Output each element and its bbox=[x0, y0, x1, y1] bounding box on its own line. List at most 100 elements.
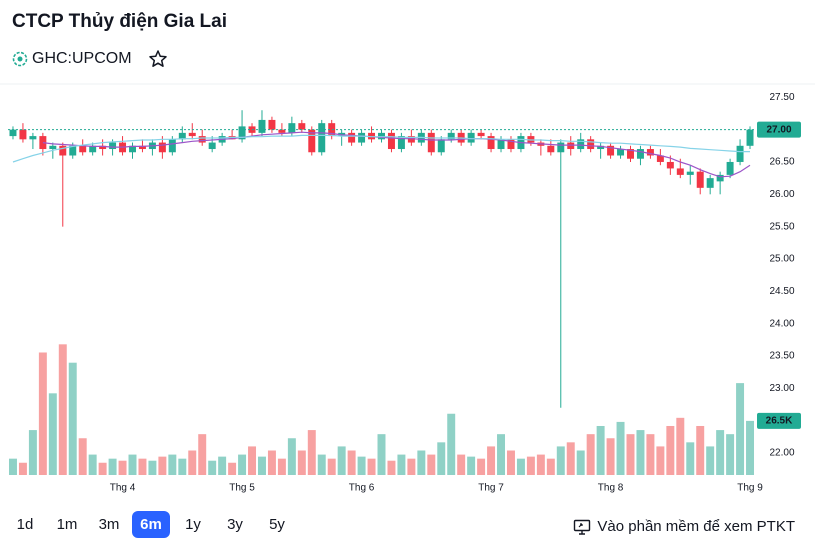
candle-body bbox=[59, 145, 67, 156]
candle-body bbox=[158, 142, 166, 153]
volume-bar bbox=[108, 458, 117, 475]
favorite-star[interactable] bbox=[148, 49, 168, 69]
candle-body bbox=[109, 142, 117, 150]
volume-bar bbox=[746, 420, 755, 475]
y-tick-label: 23.50 bbox=[769, 351, 794, 362]
volume-bar bbox=[188, 450, 197, 475]
x-tick-label: Thg 6 bbox=[349, 483, 375, 494]
y-tick-label: 25.00 bbox=[769, 254, 794, 265]
volume-bar bbox=[457, 454, 466, 475]
range-button[interactable]: 5y bbox=[269, 516, 285, 533]
range-button[interactable]: 6m bbox=[132, 511, 170, 538]
title: CTCP Thủy điện Gia Lai bbox=[12, 11, 228, 32]
candle-body bbox=[258, 119, 266, 133]
volume-bar bbox=[18, 462, 27, 475]
candle-body bbox=[288, 123, 296, 133]
volume-bar bbox=[238, 454, 247, 475]
candle-body bbox=[646, 149, 654, 156]
range-button[interactable]: 1d bbox=[16, 516, 34, 533]
symbol: GHC:UPCOM bbox=[32, 50, 132, 67]
candle-body bbox=[676, 168, 684, 175]
candle-body bbox=[328, 123, 336, 137]
candle-body bbox=[318, 123, 326, 153]
volume-bar bbox=[516, 458, 525, 475]
candle-body bbox=[507, 139, 515, 150]
volume-bar bbox=[566, 442, 575, 475]
candle-body bbox=[348, 132, 356, 143]
candle-body bbox=[497, 139, 505, 150]
candle-body bbox=[656, 155, 664, 162]
volume-bar bbox=[596, 425, 605, 475]
y-tick-label: 26.00 bbox=[769, 189, 794, 200]
volume-bar bbox=[616, 421, 625, 475]
candle-body bbox=[487, 136, 495, 150]
volume-bar bbox=[8, 458, 17, 475]
candle-body bbox=[557, 142, 565, 153]
candle-body bbox=[358, 132, 366, 143]
candle-body bbox=[278, 129, 286, 133]
candle-body bbox=[129, 145, 136, 153]
volume-bar bbox=[377, 434, 386, 475]
range-button[interactable]: 1y bbox=[185, 516, 201, 533]
candle-body bbox=[467, 132, 475, 143]
last-volume-box bbox=[757, 412, 801, 429]
volume-bar bbox=[38, 352, 47, 475]
candle-body bbox=[627, 149, 634, 159]
volume-bar bbox=[397, 454, 406, 475]
range-button[interactable]: 3y bbox=[227, 516, 243, 533]
candle-body bbox=[198, 136, 206, 143]
candle-body bbox=[29, 136, 37, 140]
volume-bar bbox=[228, 462, 237, 475]
candle-body bbox=[188, 132, 196, 137]
candle-body bbox=[407, 136, 415, 143]
open-app-link[interactable]: Vào phần mềm để xem PTKT bbox=[573, 518, 795, 535]
candle-body bbox=[49, 145, 57, 150]
candle-body bbox=[268, 119, 276, 130]
volume-bar bbox=[307, 430, 316, 475]
volume-bar bbox=[536, 454, 545, 475]
range-button[interactable]: 1m bbox=[56, 516, 78, 533]
volume-bar bbox=[78, 438, 87, 475]
chart: 22.0022.5023.0023.5024.0024.5025.0025.50… bbox=[0, 83, 815, 494]
candle-body bbox=[477, 132, 485, 137]
candle-body bbox=[686, 171, 694, 175]
volume-bar bbox=[148, 460, 157, 475]
volume-bar bbox=[497, 434, 506, 475]
candle-body bbox=[138, 145, 146, 150]
y-tick-label: 27.50 bbox=[769, 92, 794, 103]
candle-body bbox=[447, 132, 455, 140]
volume-bar bbox=[68, 362, 77, 475]
range-button[interactable]: 3m bbox=[98, 516, 120, 533]
candle-body bbox=[308, 129, 316, 153]
volume-bar bbox=[248, 446, 257, 475]
volume-bar bbox=[317, 454, 326, 475]
volume-bar bbox=[257, 456, 266, 475]
volume-bar bbox=[666, 425, 675, 475]
moving-average bbox=[12, 134, 750, 163]
y-tick-label: 23.00 bbox=[769, 383, 794, 394]
volume-bar bbox=[178, 458, 187, 475]
y-tick-label: 24.50 bbox=[769, 286, 794, 297]
candle-body bbox=[617, 149, 625, 156]
volume-bar bbox=[118, 460, 127, 475]
volume-bar bbox=[556, 446, 565, 475]
volume-bar bbox=[287, 438, 296, 475]
candle-body bbox=[39, 136, 47, 150]
volume-bar bbox=[546, 458, 555, 475]
y-tick-label: 22.00 bbox=[769, 448, 794, 459]
volume-bar bbox=[696, 425, 705, 475]
volume-bar bbox=[646, 434, 655, 475]
candle-body bbox=[427, 132, 435, 153]
candle-body bbox=[378, 132, 385, 140]
link-text[interactable]: Vào phần mềm để xem PTKT bbox=[597, 518, 795, 535]
volume-bar bbox=[526, 456, 535, 475]
y-tick-label: 24.00 bbox=[769, 318, 794, 329]
candle-body bbox=[607, 145, 615, 156]
candle-body bbox=[636, 149, 644, 159]
volume-bar bbox=[417, 450, 426, 475]
x-tick-label: Thg 8 bbox=[598, 483, 624, 494]
candle-body bbox=[9, 129, 17, 137]
volume-bar bbox=[686, 442, 695, 475]
candle-body bbox=[736, 145, 744, 162]
